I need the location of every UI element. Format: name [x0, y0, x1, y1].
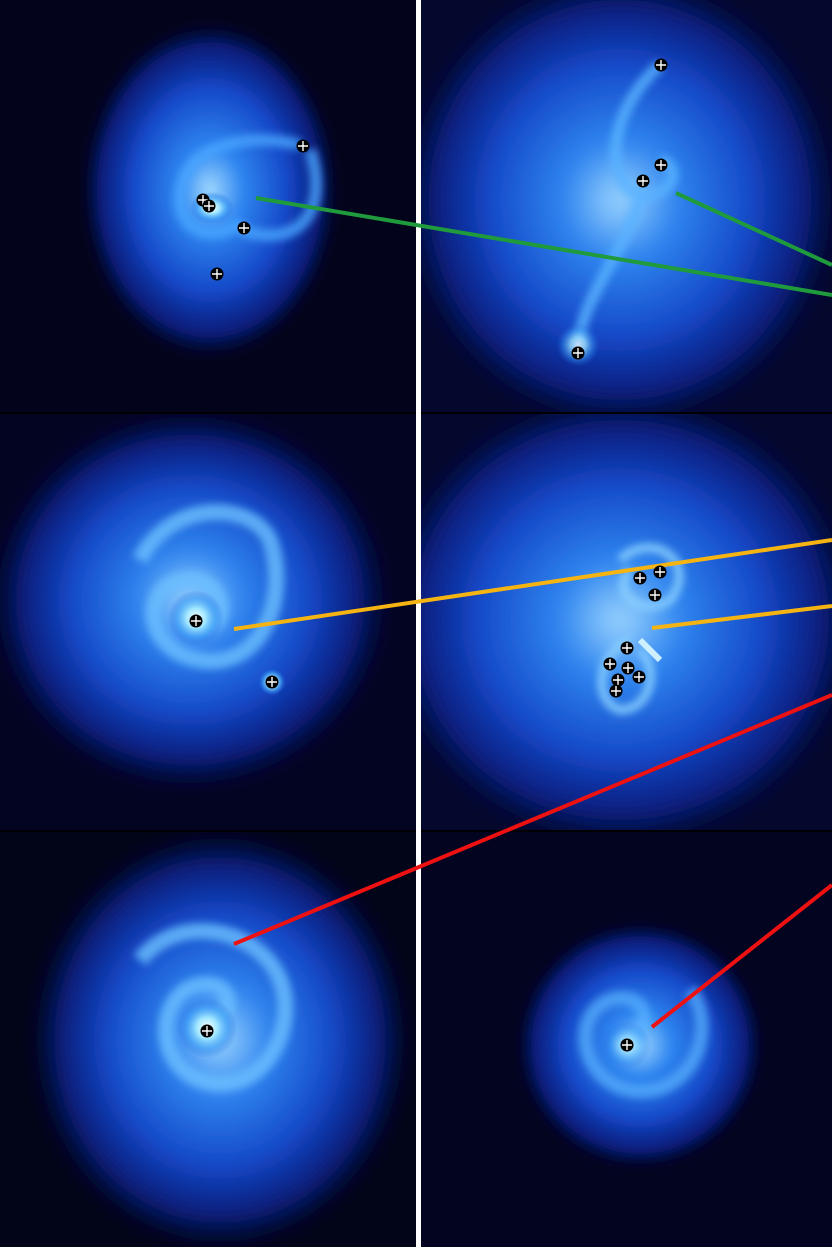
- sink: [649, 589, 662, 602]
- sink: [266, 676, 279, 689]
- sink: [654, 566, 667, 579]
- sink: [633, 671, 646, 684]
- sink: [634, 572, 647, 585]
- sink: [201, 1025, 214, 1038]
- sink: [610, 685, 623, 698]
- sink: [190, 615, 203, 628]
- sink: [203, 200, 216, 213]
- sink: [655, 159, 668, 172]
- sink: [238, 222, 251, 235]
- panel-image: [515, 920, 765, 1170]
- sink: [621, 642, 634, 655]
- sink: [655, 59, 668, 72]
- divider: [416, 0, 421, 1247]
- sink: [621, 1039, 634, 1052]
- panel-image: [80, 20, 340, 360]
- sink: [604, 658, 617, 671]
- sink: [572, 347, 585, 360]
- sink: [297, 140, 310, 153]
- sink: [211, 268, 224, 281]
- sink: [637, 175, 650, 188]
- sink: [612, 674, 625, 687]
- panel-image: [0, 410, 390, 790]
- gas-core: [556, 323, 600, 367]
- sink: [622, 662, 635, 675]
- simulation-figure: [0, 0, 832, 1247]
- gas-cloud: [80, 20, 340, 360]
